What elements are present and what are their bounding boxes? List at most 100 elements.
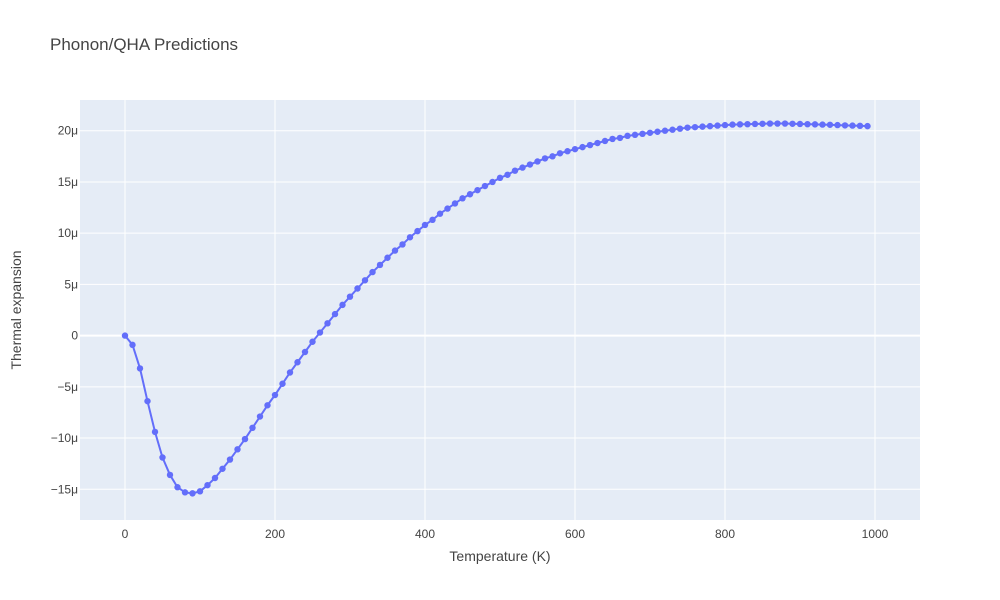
data-point[interactable] xyxy=(684,124,691,131)
data-point[interactable] xyxy=(346,293,354,300)
data-point[interactable] xyxy=(331,310,339,318)
data-point[interactable] xyxy=(121,332,129,339)
data-point[interactable] xyxy=(174,484,181,491)
data-point[interactable] xyxy=(841,122,849,129)
data-point[interactable] xyxy=(856,122,864,130)
data-point[interactable] xyxy=(369,268,376,276)
data-point[interactable] xyxy=(751,120,759,128)
data-point[interactable] xyxy=(159,454,166,461)
data-point[interactable] xyxy=(196,488,204,495)
data-point[interactable] xyxy=(549,153,556,160)
data-point[interactable] xyxy=(616,134,624,142)
data-point[interactable] xyxy=(144,397,151,405)
data-point[interactable] xyxy=(286,369,294,376)
data-point[interactable] xyxy=(571,145,579,153)
data-point[interactable] xyxy=(249,424,256,432)
data-point[interactable] xyxy=(481,182,489,190)
data-point[interactable] xyxy=(609,135,616,143)
data-point[interactable] xyxy=(339,301,346,309)
data-point[interactable] xyxy=(226,456,234,463)
data-point[interactable] xyxy=(489,178,496,186)
data-point[interactable] xyxy=(204,481,211,489)
data-point[interactable] xyxy=(594,139,601,147)
data-point[interactable] xyxy=(436,210,444,217)
data-point[interactable] xyxy=(181,489,189,496)
data-point[interactable] xyxy=(691,123,699,131)
data-point[interactable] xyxy=(849,122,856,129)
data-point[interactable] xyxy=(414,227,421,235)
data-point[interactable] xyxy=(714,122,721,129)
data-point[interactable] xyxy=(526,161,534,168)
data-point[interactable] xyxy=(316,329,324,336)
data-point[interactable] xyxy=(624,132,631,140)
data-point[interactable] xyxy=(301,348,309,356)
data-point[interactable] xyxy=(519,164,526,171)
data-point[interactable] xyxy=(406,234,414,241)
data-point[interactable] xyxy=(766,120,774,127)
data-point[interactable] xyxy=(354,285,361,292)
data-point[interactable] xyxy=(234,446,241,453)
data-point[interactable] xyxy=(669,126,676,133)
data-point[interactable] xyxy=(166,471,174,479)
data-point[interactable] xyxy=(444,205,451,212)
data-point[interactable] xyxy=(601,137,609,145)
data-point[interactable] xyxy=(129,341,136,349)
data-point[interactable] xyxy=(151,428,159,436)
data-point[interactable] xyxy=(324,320,331,327)
data-point[interactable] xyxy=(309,338,316,345)
data-point[interactable] xyxy=(421,221,429,229)
data-point[interactable] xyxy=(474,186,481,194)
data-point[interactable] xyxy=(744,120,751,128)
data-point[interactable] xyxy=(189,490,196,497)
data-point[interactable] xyxy=(399,241,406,248)
data-point[interactable] xyxy=(279,380,286,387)
data-point[interactable] xyxy=(721,121,729,129)
data-point[interactable] xyxy=(361,277,369,284)
data-point[interactable] xyxy=(459,195,466,202)
data-point[interactable] xyxy=(796,120,804,128)
data-point[interactable] xyxy=(219,465,226,472)
data-point[interactable] xyxy=(504,171,511,178)
data-point[interactable] xyxy=(699,123,706,130)
data-point[interactable] xyxy=(736,121,744,128)
data-point[interactable] xyxy=(661,127,669,134)
data-point[interactable] xyxy=(774,120,781,127)
data-point[interactable] xyxy=(789,120,796,127)
data-point[interactable] xyxy=(804,120,811,128)
data-point[interactable] xyxy=(241,435,249,443)
data-point[interactable] xyxy=(384,254,391,261)
data-point[interactable] xyxy=(639,130,646,138)
data-point[interactable] xyxy=(759,120,766,127)
data-point[interactable] xyxy=(864,122,871,130)
data-point[interactable] xyxy=(294,359,301,366)
data-point[interactable] xyxy=(811,121,819,128)
data-point[interactable] xyxy=(541,155,549,162)
data-point[interactable] xyxy=(429,216,436,224)
data-point[interactable] xyxy=(376,261,384,269)
data-point[interactable] xyxy=(256,413,264,420)
data-point[interactable] xyxy=(564,148,571,155)
data-point[interactable] xyxy=(834,121,841,129)
data-point[interactable] xyxy=(211,474,219,482)
data-point[interactable] xyxy=(631,131,639,139)
data-point[interactable] xyxy=(496,174,504,182)
data-point[interactable] xyxy=(781,120,789,127)
data-point[interactable] xyxy=(826,121,834,128)
data-point[interactable] xyxy=(676,125,684,132)
data-point[interactable] xyxy=(511,167,519,174)
data-point[interactable] xyxy=(556,150,564,157)
data-point[interactable] xyxy=(729,121,736,128)
data-point[interactable] xyxy=(819,121,826,128)
data-point[interactable] xyxy=(646,129,654,136)
data-point[interactable] xyxy=(136,365,144,372)
data-point[interactable] xyxy=(654,128,661,135)
data-point[interactable] xyxy=(271,391,279,399)
data-point[interactable] xyxy=(534,158,541,165)
data-point[interactable] xyxy=(264,402,271,409)
data-point[interactable] xyxy=(391,247,399,254)
data-point[interactable] xyxy=(706,122,714,130)
data-point[interactable] xyxy=(466,191,474,198)
data-point[interactable] xyxy=(579,143,586,151)
data-point[interactable] xyxy=(451,200,459,207)
data-point[interactable] xyxy=(586,141,594,149)
